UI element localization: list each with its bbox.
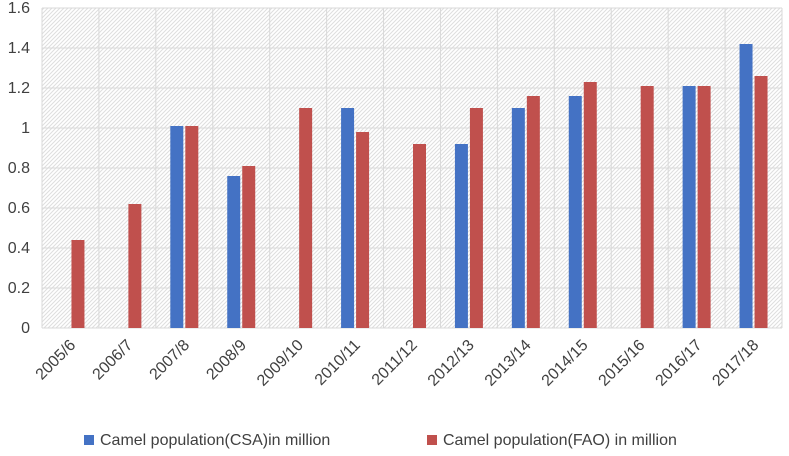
bar-fao [583, 82, 597, 328]
bar-csa [227, 176, 241, 328]
bar-csa [739, 44, 753, 328]
legend-label: Camel population(CSA)in million [100, 432, 330, 449]
x-tick-label: 2016/17 [653, 337, 706, 390]
y-tick-label: 0.4 [8, 240, 30, 257]
bar-fao [128, 204, 142, 328]
bar-csa [682, 86, 696, 328]
legend: Camel population(CSA)in million Camel pop… [84, 432, 677, 449]
x-tick-label: 2010/11 [312, 337, 364, 389]
x-axis-ticks: 2005/6 2006/7 2007/8 2008/9 2009/10 2010/11 20… [33, 337, 763, 390]
y-tick-label: 1.4 [8, 40, 30, 57]
bar-fao [640, 86, 654, 328]
y-tick-label: 1.2 [8, 80, 30, 97]
gridlines [41, 7, 783, 329]
x-tick-label: 2009/10 [254, 337, 307, 390]
legend-label: Camel population(FAO) in million [443, 432, 677, 449]
y-tick-label: 1.6 [8, 0, 30, 17]
bar-csa [341, 108, 355, 328]
x-tick-label: 2006/7 [90, 337, 137, 384]
bar-csa [511, 108, 525, 328]
bar-fao [697, 86, 711, 328]
legend-swatch [84, 435, 94, 445]
bar-fao [71, 240, 85, 328]
x-tick-label: 2015/16 [596, 337, 649, 390]
bar-fao [413, 144, 426, 328]
bar-fao [185, 126, 199, 328]
bar-csa [170, 126, 184, 328]
bar-fao [356, 132, 370, 328]
x-tick-label: 2011/12 [369, 337, 421, 389]
x-tick-label: 2007/8 [147, 337, 194, 384]
y-tick-label: 0.2 [8, 280, 30, 297]
y-tick-label: 1 [21, 120, 30, 137]
bars [71, 44, 768, 328]
bar-csa [454, 144, 468, 328]
bar-fao [469, 108, 483, 328]
bar-fao [526, 96, 540, 328]
bar-fao [299, 108, 313, 328]
x-tick-label: 2012/13 [425, 337, 478, 390]
bar-fao [242, 166, 256, 328]
y-tick-label: 0 [21, 320, 30, 337]
x-tick-label: 2014/15 [539, 337, 592, 390]
y-tick-label: 0.8 [8, 160, 30, 177]
x-tick-label: 2008/9 [203, 337, 250, 384]
y-axis-ticks: 0 0.2 0.4 0.6 0.8 1 1.2 1.4 1.6 [8, 0, 30, 337]
x-tick-label: 2005/6 [33, 337, 80, 384]
x-tick-label: 2017/18 [709, 337, 762, 390]
x-tick-label: 2013/14 [482, 337, 535, 390]
y-tick-label: 0.6 [8, 200, 30, 217]
legend-swatch [427, 435, 437, 445]
bar-csa [568, 96, 582, 328]
bar-fao [754, 76, 768, 328]
